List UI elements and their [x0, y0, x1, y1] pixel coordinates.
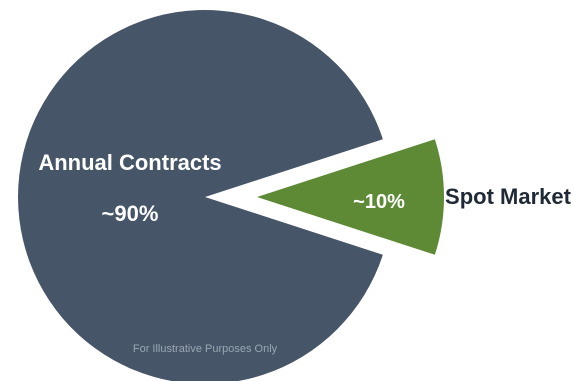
pie-slice-spot-market [257, 139, 445, 255]
slice-value-spot-market: ~10% [353, 191, 405, 213]
pie-slice-annual-contracts [18, 10, 383, 381]
slice-label-spot-market: Spot Market [445, 184, 572, 209]
slice-label-annual-contracts: Annual Contracts [38, 150, 221, 175]
illustrative-note: For Illustrative Purposes Only [133, 343, 278, 355]
slice-value-annual-contracts: ~90% [102, 201, 159, 226]
